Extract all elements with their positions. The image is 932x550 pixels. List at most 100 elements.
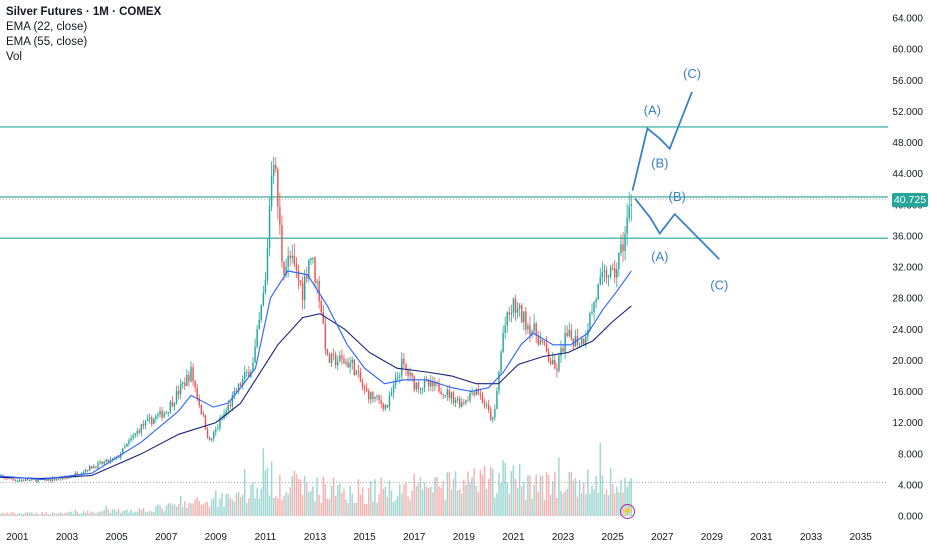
candle-body [558,355,560,371]
volume-bar [188,502,190,516]
volume-bar [109,512,112,516]
time-axis[interactable]: 2001 2003 2005 2007 2009 2011 2013 2015 2017 2019… [6,532,872,543]
volume-bar [543,500,546,516]
volume-bar [411,490,413,516]
volume-bar [196,497,198,516]
candle-body [231,395,234,407]
candle-body [206,429,209,438]
candle-body [450,392,453,399]
candle-body [122,447,124,455]
volume-bar [421,489,424,516]
candle-body [14,479,17,481]
volume-bar [320,502,322,516]
candle-body [155,416,157,419]
ema22-legend[interactable]: EMA (22, close) [6,21,88,33]
volume-bar [415,486,418,516]
lightning-icon[interactable]: ⚡ [620,504,635,519]
candle-body [580,338,583,345]
volume-bar [148,510,151,516]
volume-bar [150,511,153,516]
candle-body [322,312,325,324]
candle-body [142,424,145,426]
candle-body [182,382,184,385]
wave-label: (C) [710,278,728,293]
volume-bar [254,498,256,516]
candle-body [252,362,254,372]
candle-body [518,305,521,309]
volume-bar [370,481,372,516]
candle-body [611,267,614,269]
candle-body [500,351,502,372]
candle-body [10,477,12,480]
y-tick-label: 4.000 [898,480,923,491]
candle-body [194,381,196,388]
horizontal-levels[interactable] [0,126,888,483]
candle-body [405,364,407,370]
candle-body [60,477,62,480]
volume-bar [128,512,130,516]
volume-bar [368,487,370,516]
candle-body [353,359,356,376]
volume-bar [413,473,415,516]
candle-body [597,284,599,300]
candle-body [134,433,136,436]
candle-body [264,280,267,293]
elliott-wave-projections[interactable]: (A) (B) (C) (B) (A) (C) [631,66,729,293]
x-tick-label: 2013 [304,532,327,543]
volume-bar [442,480,444,516]
symbol-title[interactable]: Silver Futures · 1M · COMEX [6,6,162,18]
volume-bar [525,499,527,516]
volume-bar [583,482,585,516]
volume-bar [330,486,333,516]
candle-body [355,371,358,376]
volume-bar [308,491,310,516]
candle-body [93,466,95,469]
candle-body [471,392,473,394]
candle-body [570,330,573,339]
volume-bar [425,486,428,516]
candle-body [432,380,434,387]
volume-bar [78,513,81,516]
x-tick-label: 2025 [602,532,625,543]
volume-bar [179,496,182,516]
y-tick-label: 16.000 [892,387,923,398]
candle-body [423,380,426,388]
candle-body [430,380,432,387]
candle-body [37,479,39,482]
candle-body [370,392,372,400]
price-axis[interactable]: 64.00060.00056.00052.00048.00044.00040.0… [892,14,923,523]
volume-bar [434,477,436,516]
volume-bar [283,495,285,516]
volume-bar [165,505,167,516]
volume-bar [609,467,612,516]
ema55-legend[interactable]: EMA (55, close) [6,36,88,48]
candle-body [345,362,347,364]
candle-body [401,358,403,376]
y-tick-label: 28.000 [892,294,923,305]
candle-body [403,358,405,365]
candle-body [256,329,258,347]
candle-body [339,355,341,362]
x-tick-label: 2011 [255,532,277,543]
volume-bar [95,513,97,516]
candle-body [29,479,31,481]
volume-bar [357,479,360,516]
volume-bar [394,499,397,516]
volume-bar [601,475,604,516]
candle-body [105,459,107,462]
volume-bar [241,494,244,516]
volume-bar [142,508,145,516]
volume-bar [316,477,318,516]
candle-body [347,362,349,368]
candle-body [492,417,494,420]
candle-body [620,244,622,254]
volume-legend[interactable]: Vol [6,51,22,63]
candle-body [343,358,345,364]
volume-bar [349,486,351,516]
x-tick-label: 2029 [701,532,724,543]
volume-bar [419,477,422,516]
volume-bar [140,509,143,516]
candle-body [560,347,562,356]
candle-body [266,247,269,281]
